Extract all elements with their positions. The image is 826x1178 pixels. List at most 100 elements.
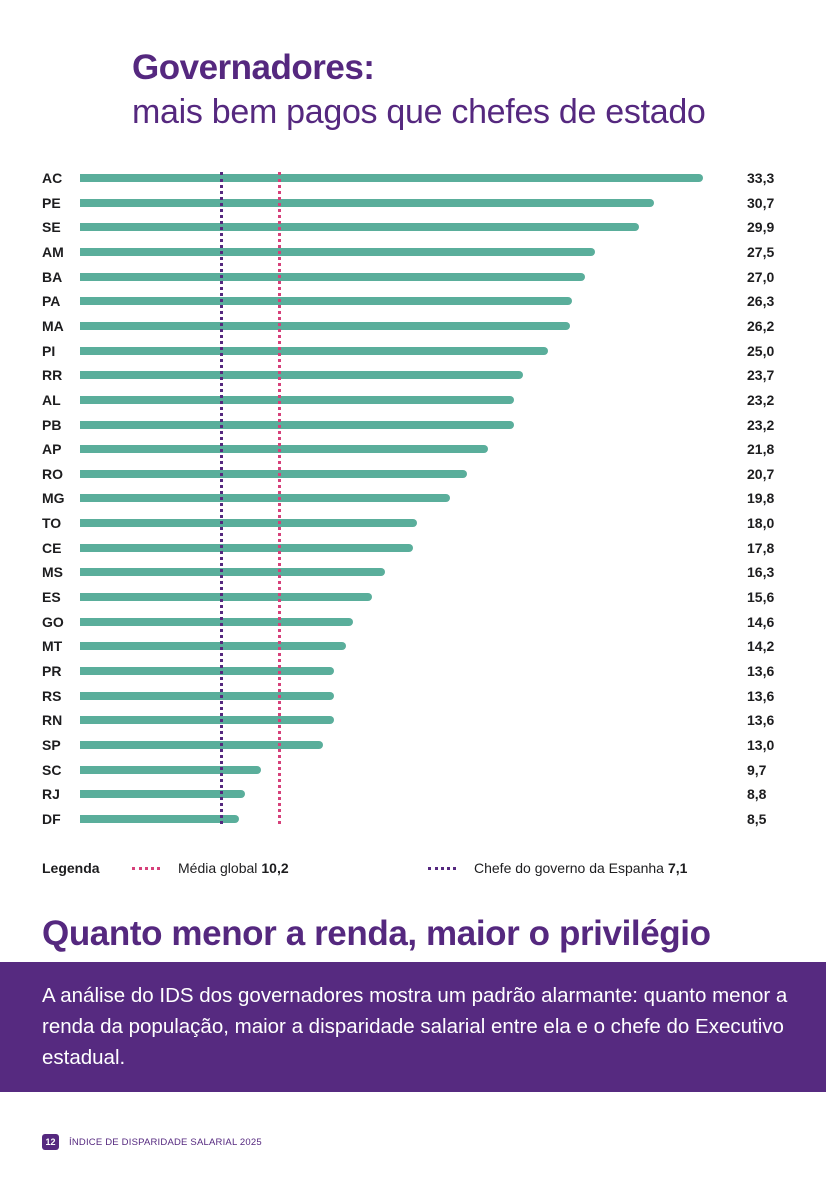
category-label-ce: CE [42, 539, 62, 556]
page-title: Governadores: [132, 48, 375, 87]
page-number: 12 [42, 1134, 59, 1150]
legend-swatch-global-mean [132, 866, 160, 870]
category-label-go: GO [42, 613, 64, 630]
value-label-pa: 26,3 [747, 293, 775, 310]
bar-ac [80, 174, 704, 182]
category-label-rr: RR [42, 367, 63, 384]
value-label-mg: 19,8 [747, 490, 775, 507]
value-label-pi: 25,0 [747, 342, 775, 359]
category-label-ma: MA [42, 317, 64, 334]
bar-es [80, 593, 372, 602]
bar-ba [80, 272, 586, 281]
chart-legend: Legenda Média global 10,2 Chefe do gover… [42, 860, 802, 880]
category-label-sc: SC [42, 761, 62, 778]
value-label-ap: 21,8 [747, 441, 775, 458]
category-label-pr: PR [42, 663, 62, 679]
bar-mg [80, 494, 451, 503]
value-label-ms: 16,3 [747, 564, 775, 581]
category-label-ap: AP [42, 441, 62, 458]
reference-line-spain [219, 172, 223, 824]
page-subtitle: mais bem pagos que chefes de estado [132, 93, 706, 131]
legend-item-global-mean: Média global 10,2 [132, 860, 289, 876]
bar-ma [80, 321, 571, 330]
category-label-mg: MG [42, 490, 65, 507]
section-title: Quanto menor a renda, maior o privilégio [42, 914, 711, 953]
value-label-rr: 23,7 [747, 367, 775, 384]
bar-df [80, 814, 240, 823]
page-footer: 12 ÍNDICE DE DISPARIDADE SALARIAL 2025 [42, 1134, 262, 1150]
value-label-sp: 13,0 [747, 736, 775, 753]
bar-ap [80, 445, 488, 454]
page-header: Governadores: mais bem pagos que chefes … [132, 46, 706, 134]
category-label-pb: PB [42, 416, 62, 433]
legend-label-global-mean: Média global [178, 860, 258, 876]
bar-pr [80, 667, 335, 675]
bar-mt [80, 642, 346, 651]
highlight-box: A análise do IDS dos governadores mostra… [0, 962, 826, 1092]
value-label-sc: 9,7 [747, 761, 767, 778]
category-label-pe: PE [42, 194, 61, 211]
bar-go [80, 617, 354, 626]
value-label-pr: 13,6 [747, 663, 775, 679]
category-label-es: ES [42, 589, 61, 606]
bar-sc [80, 765, 262, 774]
category-label-to: TO [42, 515, 62, 532]
value-label-ac: 33,3 [747, 170, 775, 186]
category-label-rs: RS [42, 687, 62, 704]
value-label-rs: 13,6 [747, 687, 775, 704]
value-label-go: 14,6 [747, 613, 775, 630]
bar-to [80, 519, 417, 528]
bar-ro [80, 469, 468, 478]
value-label-mt: 14,2 [747, 638, 775, 655]
value-label-se: 29,9 [747, 219, 775, 236]
bar-pe [80, 198, 655, 207]
value-label-ro: 20,7 [747, 465, 775, 482]
bar-chart: AC 33,3 PE 30,7 SE 29,9 AM 27,5 BA 27,0 PA 26,3 MA 26… [0, 160, 826, 840]
bar-am [80, 247, 595, 256]
value-label-ce: 17,8 [747, 539, 775, 556]
legend-title: Legenda [42, 860, 100, 876]
category-label-al: AL [42, 391, 61, 408]
bar-rj [80, 790, 245, 799]
publication-name: ÍNDICE DE DISPARIDADE SALARIAL 2025 [69, 1136, 262, 1148]
value-label-al: 23,2 [747, 391, 775, 408]
bar-sp [80, 740, 324, 749]
value-label-to: 18,0 [747, 515, 775, 532]
bar-ce [80, 543, 414, 552]
bar-pa [80, 297, 573, 306]
highlight-text: A análise do IDS dos governadores mostra… [42, 984, 788, 1069]
category-label-ba: BA [42, 268, 63, 285]
legend-value-global-mean: 10,2 [261, 860, 289, 876]
value-label-pb: 23,2 [747, 416, 775, 433]
legend-item-spain: Chefe do governo da Espanha 7,1 [428, 860, 687, 876]
bar-al [80, 395, 515, 404]
legend-label-spain: Chefe do governo da Espanha [474, 860, 664, 876]
category-label-ro: RO [42, 465, 63, 482]
value-label-es: 15,6 [747, 589, 775, 606]
bar-pb [80, 420, 515, 429]
value-label-pe: 30,7 [747, 194, 775, 211]
category-label-pa: PA [42, 293, 61, 310]
bar-ms [80, 568, 385, 577]
category-label-mt: MT [42, 638, 63, 655]
category-label-df: DF [42, 810, 61, 827]
bar-rs [80, 691, 335, 700]
value-label-rn: 13,6 [747, 712, 775, 729]
bar-rr [80, 371, 524, 380]
bar-pi [80, 346, 548, 355]
reference-line-global-mean [277, 172, 281, 824]
bar-se [80, 223, 640, 232]
category-label-sp: SP [42, 736, 61, 753]
legend-value-spain: 7,1 [667, 860, 688, 876]
category-label-am: AM [42, 243, 64, 260]
value-label-rj: 8,8 [747, 786, 767, 803]
legend-swatch-spain [428, 866, 456, 870]
category-label-ms: MS [42, 564, 63, 581]
value-label-ma: 26,2 [747, 317, 775, 334]
value-label-df: 8,5 [747, 810, 767, 827]
category-label-se: SE [42, 219, 61, 236]
category-label-pi: PI [42, 342, 56, 359]
category-label-rn: RN [42, 712, 63, 729]
value-label-ba: 27,0 [747, 268, 775, 285]
value-label-am: 27,5 [747, 243, 775, 260]
